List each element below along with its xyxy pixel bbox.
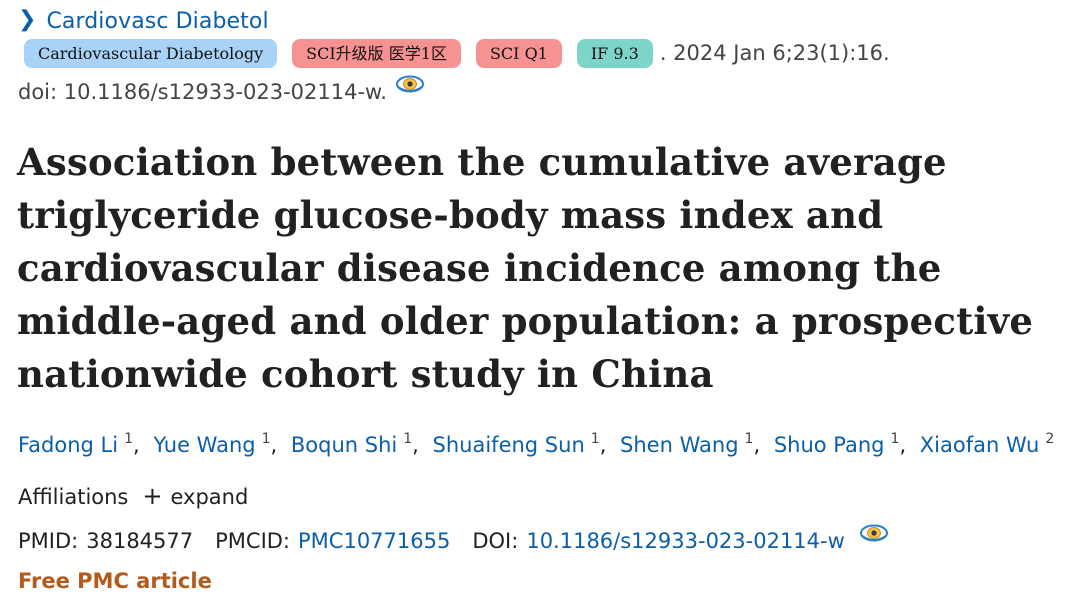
affiliation-number[interactable]: 2 [1045, 431, 1055, 447]
article-title: Association between the cumulative avera… [17, 140, 1034, 396]
author-item: Yue Wang 1, [153, 431, 284, 457]
author-item: Shuaifeng Sun 1, [432, 431, 614, 457]
identifiers-row: PMID: 38184577 PMCID: PMC10771655 DOI: 1… [18, 523, 889, 556]
journal-badge: Cardiovascular Diabetology [24, 38, 278, 68]
affiliation-number[interactable]: 1 [890, 431, 900, 447]
affiliation-number[interactable]: 1 [261, 431, 271, 447]
doi-link[interactable]: 10.1186/s12933-023-02114-w [526, 529, 845, 553]
plus-icon: + [142, 482, 163, 510]
author-item: Xiaofan Wu 2 [920, 431, 1054, 457]
author-link[interactable]: Boqun Shi [290, 433, 398, 457]
affiliation-number[interactable]: 1 [124, 431, 133, 447]
citation-text: . 2024 Jan 6;23(1):16. [659, 41, 890, 65]
impact-factor-badge: IF 9.3 [576, 38, 653, 68]
pmcid-label: PMCID: [215, 529, 291, 553]
pmid-label: PMID: [18, 529, 79, 553]
affiliations-row: Affiliations + expand [18, 482, 248, 512]
author-item: Shen Wang 1, [620, 431, 767, 457]
doi-label: DOI: [472, 529, 519, 553]
eye-icon[interactable] [395, 74, 425, 99]
affiliations-label: Affiliations [18, 485, 129, 509]
doi-text: doi: 10.1186/s12933-023-02114-w. [18, 80, 387, 104]
eye-icon[interactable] [859, 523, 889, 548]
author-link[interactable]: Shuo Pang [773, 433, 885, 457]
author-link[interactable]: Xiaofan Wu [919, 433, 1040, 457]
author-link[interactable]: Shuaifeng Sun [432, 433, 585, 457]
pmid-value: 38184577 [86, 529, 194, 553]
sci-ranking-badge: SCI升级版 医学1区 [292, 38, 461, 68]
author-link[interactable]: Fadong Li [18, 433, 119, 457]
expand-label: expand [170, 485, 249, 509]
doi-line: doi: 10.1186/s12933-023-02114-w. [18, 74, 425, 108]
author-item: Boqun Shi 1, [290, 431, 426, 457]
author-item: Fadong Li 1, [18, 431, 147, 457]
chevron-right-icon[interactable]: ❯ [18, 7, 37, 32]
affiliation-number[interactable]: 1 [744, 431, 754, 447]
pmcid-link[interactable]: PMC10771655 [298, 529, 451, 553]
author-link[interactable]: Yue Wang [153, 433, 256, 457]
journal-line: ❯ Cardiovasc Diabetol [18, 6, 269, 36]
author-link[interactable]: Shen Wang [620, 433, 739, 457]
author-item: Shuo Pang 1, [773, 431, 913, 457]
badge-row: Cardiovascular Diabetology SCI升级版 医学1区 S… [24, 38, 890, 68]
affiliation-number[interactable]: 1 [590, 431, 600, 447]
journal-link[interactable]: Cardiovasc Diabetol [46, 8, 269, 34]
affiliations-expand-button[interactable]: + expand [142, 482, 249, 510]
author-list: Fadong Li 1, Yue Wang 1, Boqun Shi 1, Shuai… [18, 426, 1054, 462]
affiliation-number[interactable]: 1 [403, 431, 413, 447]
free-pmc-article-label[interactable]: Free PMC article [18, 569, 212, 593]
sci-quartile-badge: SCI Q1 [475, 38, 562, 68]
